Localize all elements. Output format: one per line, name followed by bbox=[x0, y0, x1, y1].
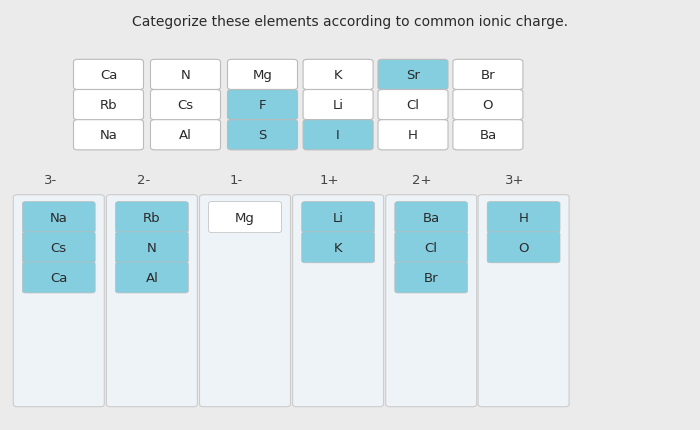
Text: Mg: Mg bbox=[235, 211, 255, 224]
Text: 3-: 3- bbox=[44, 174, 57, 187]
FancyBboxPatch shape bbox=[303, 90, 373, 120]
Text: 1-: 1- bbox=[230, 174, 243, 187]
FancyBboxPatch shape bbox=[106, 195, 197, 407]
FancyBboxPatch shape bbox=[13, 195, 104, 407]
Text: Li: Li bbox=[332, 99, 344, 112]
FancyBboxPatch shape bbox=[293, 195, 384, 407]
FancyBboxPatch shape bbox=[395, 262, 468, 293]
FancyBboxPatch shape bbox=[378, 120, 448, 150]
FancyBboxPatch shape bbox=[453, 120, 523, 150]
Text: Al: Al bbox=[146, 271, 158, 284]
FancyBboxPatch shape bbox=[74, 60, 144, 90]
Text: 1+: 1+ bbox=[319, 174, 339, 187]
FancyBboxPatch shape bbox=[378, 90, 448, 120]
Text: Cl: Cl bbox=[407, 99, 419, 112]
FancyBboxPatch shape bbox=[150, 120, 220, 150]
FancyBboxPatch shape bbox=[150, 60, 220, 90]
Text: Cl: Cl bbox=[425, 241, 438, 254]
Text: 2+: 2+ bbox=[412, 174, 432, 187]
Text: H: H bbox=[519, 211, 528, 224]
Text: 2-: 2- bbox=[137, 174, 150, 187]
Text: Rb: Rb bbox=[99, 99, 118, 112]
Text: H: H bbox=[408, 129, 418, 142]
FancyBboxPatch shape bbox=[395, 202, 468, 233]
Text: Na: Na bbox=[99, 129, 118, 142]
FancyBboxPatch shape bbox=[74, 90, 144, 120]
FancyBboxPatch shape bbox=[386, 195, 477, 407]
Text: O: O bbox=[483, 99, 493, 112]
FancyBboxPatch shape bbox=[453, 90, 523, 120]
Text: Ca: Ca bbox=[100, 69, 117, 82]
FancyBboxPatch shape bbox=[150, 90, 220, 120]
FancyBboxPatch shape bbox=[487, 232, 560, 263]
FancyBboxPatch shape bbox=[116, 202, 188, 233]
Text: F: F bbox=[259, 99, 266, 112]
FancyBboxPatch shape bbox=[303, 120, 373, 150]
FancyBboxPatch shape bbox=[116, 262, 188, 293]
Text: Br: Br bbox=[424, 271, 438, 284]
Text: Li: Li bbox=[332, 211, 344, 224]
FancyBboxPatch shape bbox=[228, 90, 298, 120]
Text: Categorize these elements according to common ionic charge.: Categorize these elements according to c… bbox=[132, 15, 568, 29]
Text: N: N bbox=[147, 241, 157, 254]
FancyBboxPatch shape bbox=[453, 60, 523, 90]
FancyBboxPatch shape bbox=[209, 202, 281, 233]
Text: Ca: Ca bbox=[50, 271, 67, 284]
Text: K: K bbox=[334, 241, 342, 254]
Text: N: N bbox=[181, 69, 190, 82]
Text: 3+: 3+ bbox=[505, 174, 524, 187]
Text: O: O bbox=[518, 241, 529, 254]
Text: S: S bbox=[258, 129, 267, 142]
Text: Ba: Ba bbox=[480, 129, 496, 142]
Text: Cs: Cs bbox=[50, 241, 67, 254]
FancyBboxPatch shape bbox=[303, 60, 373, 90]
Text: Cs: Cs bbox=[177, 99, 194, 112]
Text: Mg: Mg bbox=[253, 69, 272, 82]
Text: Ba: Ba bbox=[423, 211, 440, 224]
Text: Na: Na bbox=[50, 211, 68, 224]
FancyBboxPatch shape bbox=[478, 195, 569, 407]
FancyBboxPatch shape bbox=[228, 60, 298, 90]
FancyBboxPatch shape bbox=[395, 232, 468, 263]
Text: I: I bbox=[336, 129, 340, 142]
FancyBboxPatch shape bbox=[228, 120, 298, 150]
FancyBboxPatch shape bbox=[199, 195, 290, 407]
FancyBboxPatch shape bbox=[116, 232, 188, 263]
FancyBboxPatch shape bbox=[22, 202, 95, 233]
Text: Sr: Sr bbox=[406, 69, 420, 82]
FancyBboxPatch shape bbox=[302, 232, 374, 263]
Text: K: K bbox=[334, 69, 342, 82]
Text: Al: Al bbox=[179, 129, 192, 142]
FancyBboxPatch shape bbox=[302, 202, 374, 233]
FancyBboxPatch shape bbox=[22, 232, 95, 263]
Text: Br: Br bbox=[481, 69, 495, 82]
Text: Rb: Rb bbox=[143, 211, 161, 224]
FancyBboxPatch shape bbox=[487, 202, 560, 233]
FancyBboxPatch shape bbox=[74, 120, 144, 150]
FancyBboxPatch shape bbox=[22, 262, 95, 293]
FancyBboxPatch shape bbox=[378, 60, 448, 90]
